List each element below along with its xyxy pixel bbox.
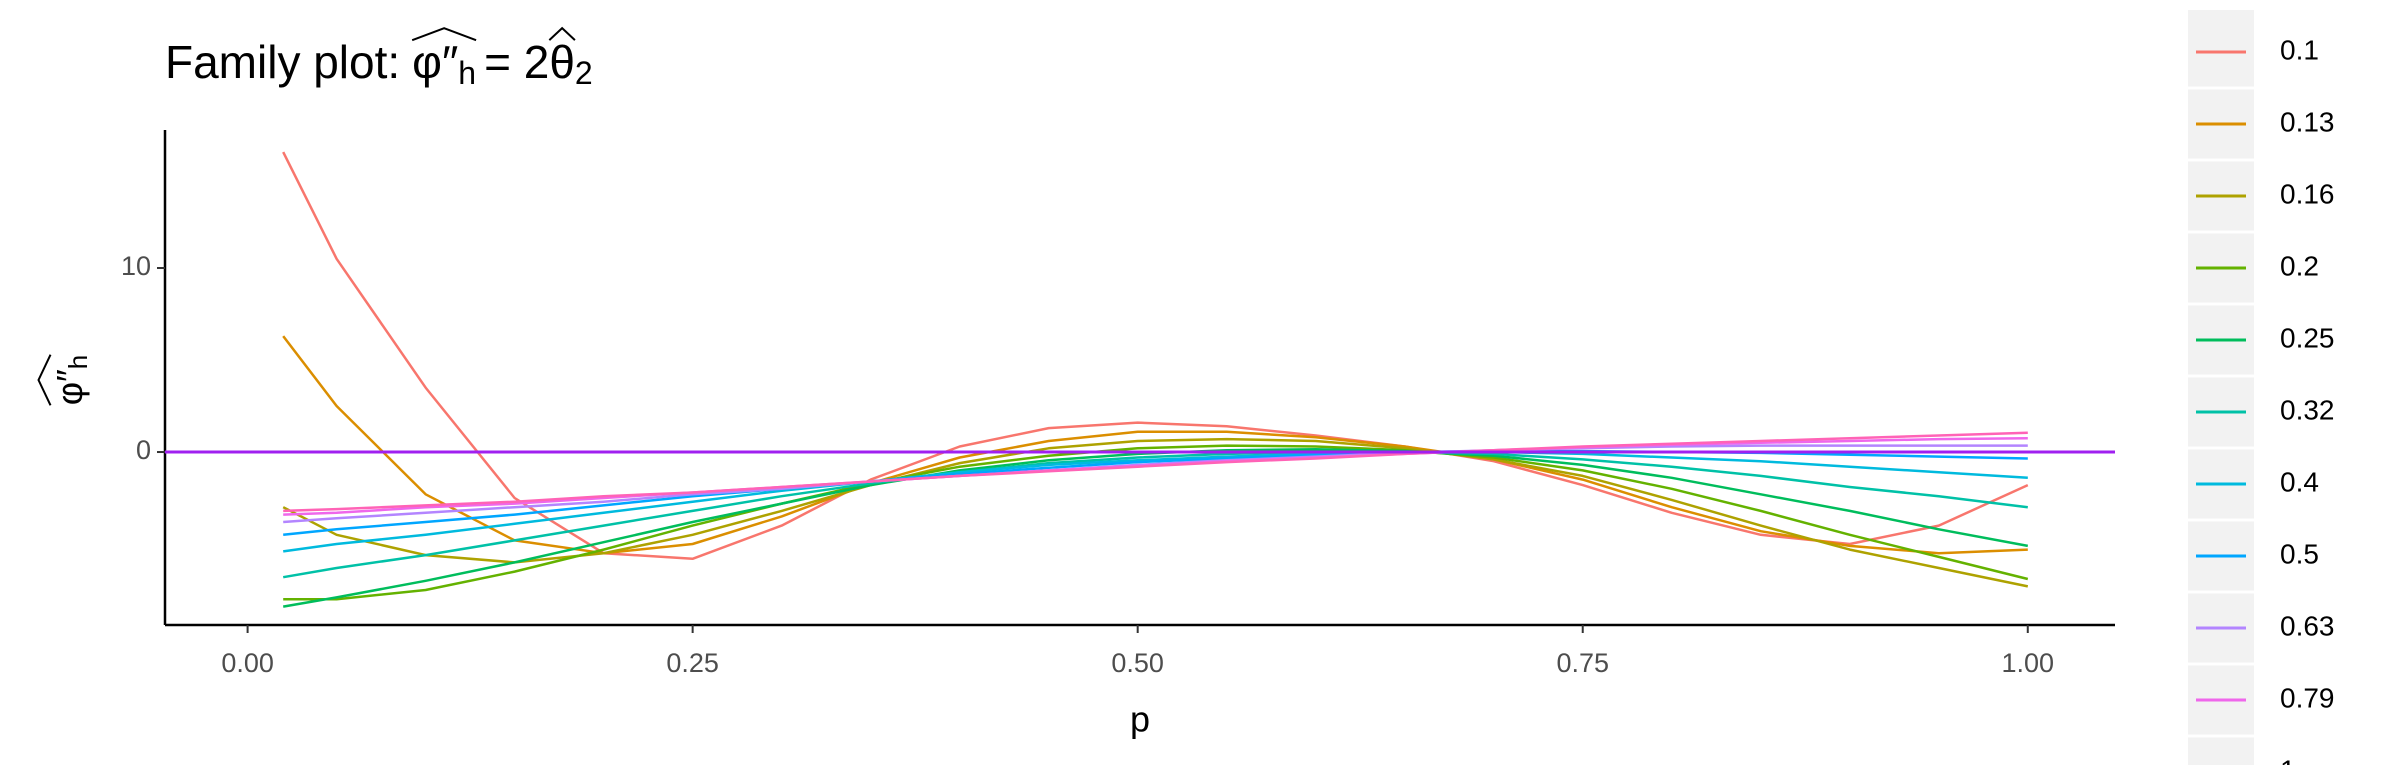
x-tick-label: 0.50 — [1111, 648, 1164, 678]
series-line — [282, 151, 2029, 561]
legend-label: 0.16 — [2280, 178, 2335, 209]
title-math: 2 — [575, 55, 593, 91]
series-line — [282, 448, 2029, 608]
y-axis-label: φ″h — [49, 355, 93, 406]
legend-label: 0.5 — [2280, 538, 2319, 569]
legend-label: 0.25 — [2280, 322, 2335, 353]
legend-label: 1 — [2280, 754, 2296, 765]
y-tick-label: 10 — [121, 251, 151, 281]
series-line — [283, 444, 2029, 601]
legend: 0.1 0.13 0.16 0.2 0.25 0.32 0.4 0.5 0.63 0.79 1 — [2188, 10, 2335, 765]
series-line — [282, 335, 2028, 555]
y-axis-label-text: φ″ — [49, 369, 90, 405]
legend-label: 0.2 — [2280, 250, 2319, 281]
hat — [548, 26, 576, 41]
title-math: φ″ — [412, 36, 458, 88]
title-math: h — [458, 55, 476, 91]
hat — [37, 354, 52, 406]
x-tick-label: 1.00 — [2001, 648, 2054, 678]
title-math: = 2 — [484, 36, 549, 88]
legend-label: 0.13 — [2280, 106, 2335, 137]
legend-background — [2188, 10, 2254, 765]
title-text: Family plot: — [165, 36, 400, 88]
y-tick-label: 0 — [136, 435, 151, 465]
x-tick-label: 0.75 — [1556, 648, 1609, 678]
series-line — [283, 450, 2028, 553]
x-tick-label: 0.00 — [221, 648, 274, 678]
series-line — [282, 437, 2029, 588]
x-tick-label: 0.25 — [666, 648, 719, 678]
legend-label: 0.63 — [2280, 610, 2335, 641]
title-math: θ — [549, 36, 575, 88]
series-line — [283, 431, 2028, 513]
legend-label: 0.4 — [2280, 466, 2319, 497]
x-axis-label: p — [1130, 699, 1150, 740]
series-line — [282, 450, 2028, 579]
chart-title: Family plot: φ″h = 2θ2 — [165, 36, 593, 91]
legend-label: 0.32 — [2280, 394, 2335, 425]
plot-area: 0 10 0.00 0.25 0.50 0.75 1.00 — [121, 130, 2115, 678]
legend-label: 0.79 — [2280, 682, 2335, 713]
hat — [411, 27, 477, 42]
y-axis-label-text: h — [63, 355, 93, 369]
legend-label: 0.1 — [2280, 34, 2319, 65]
